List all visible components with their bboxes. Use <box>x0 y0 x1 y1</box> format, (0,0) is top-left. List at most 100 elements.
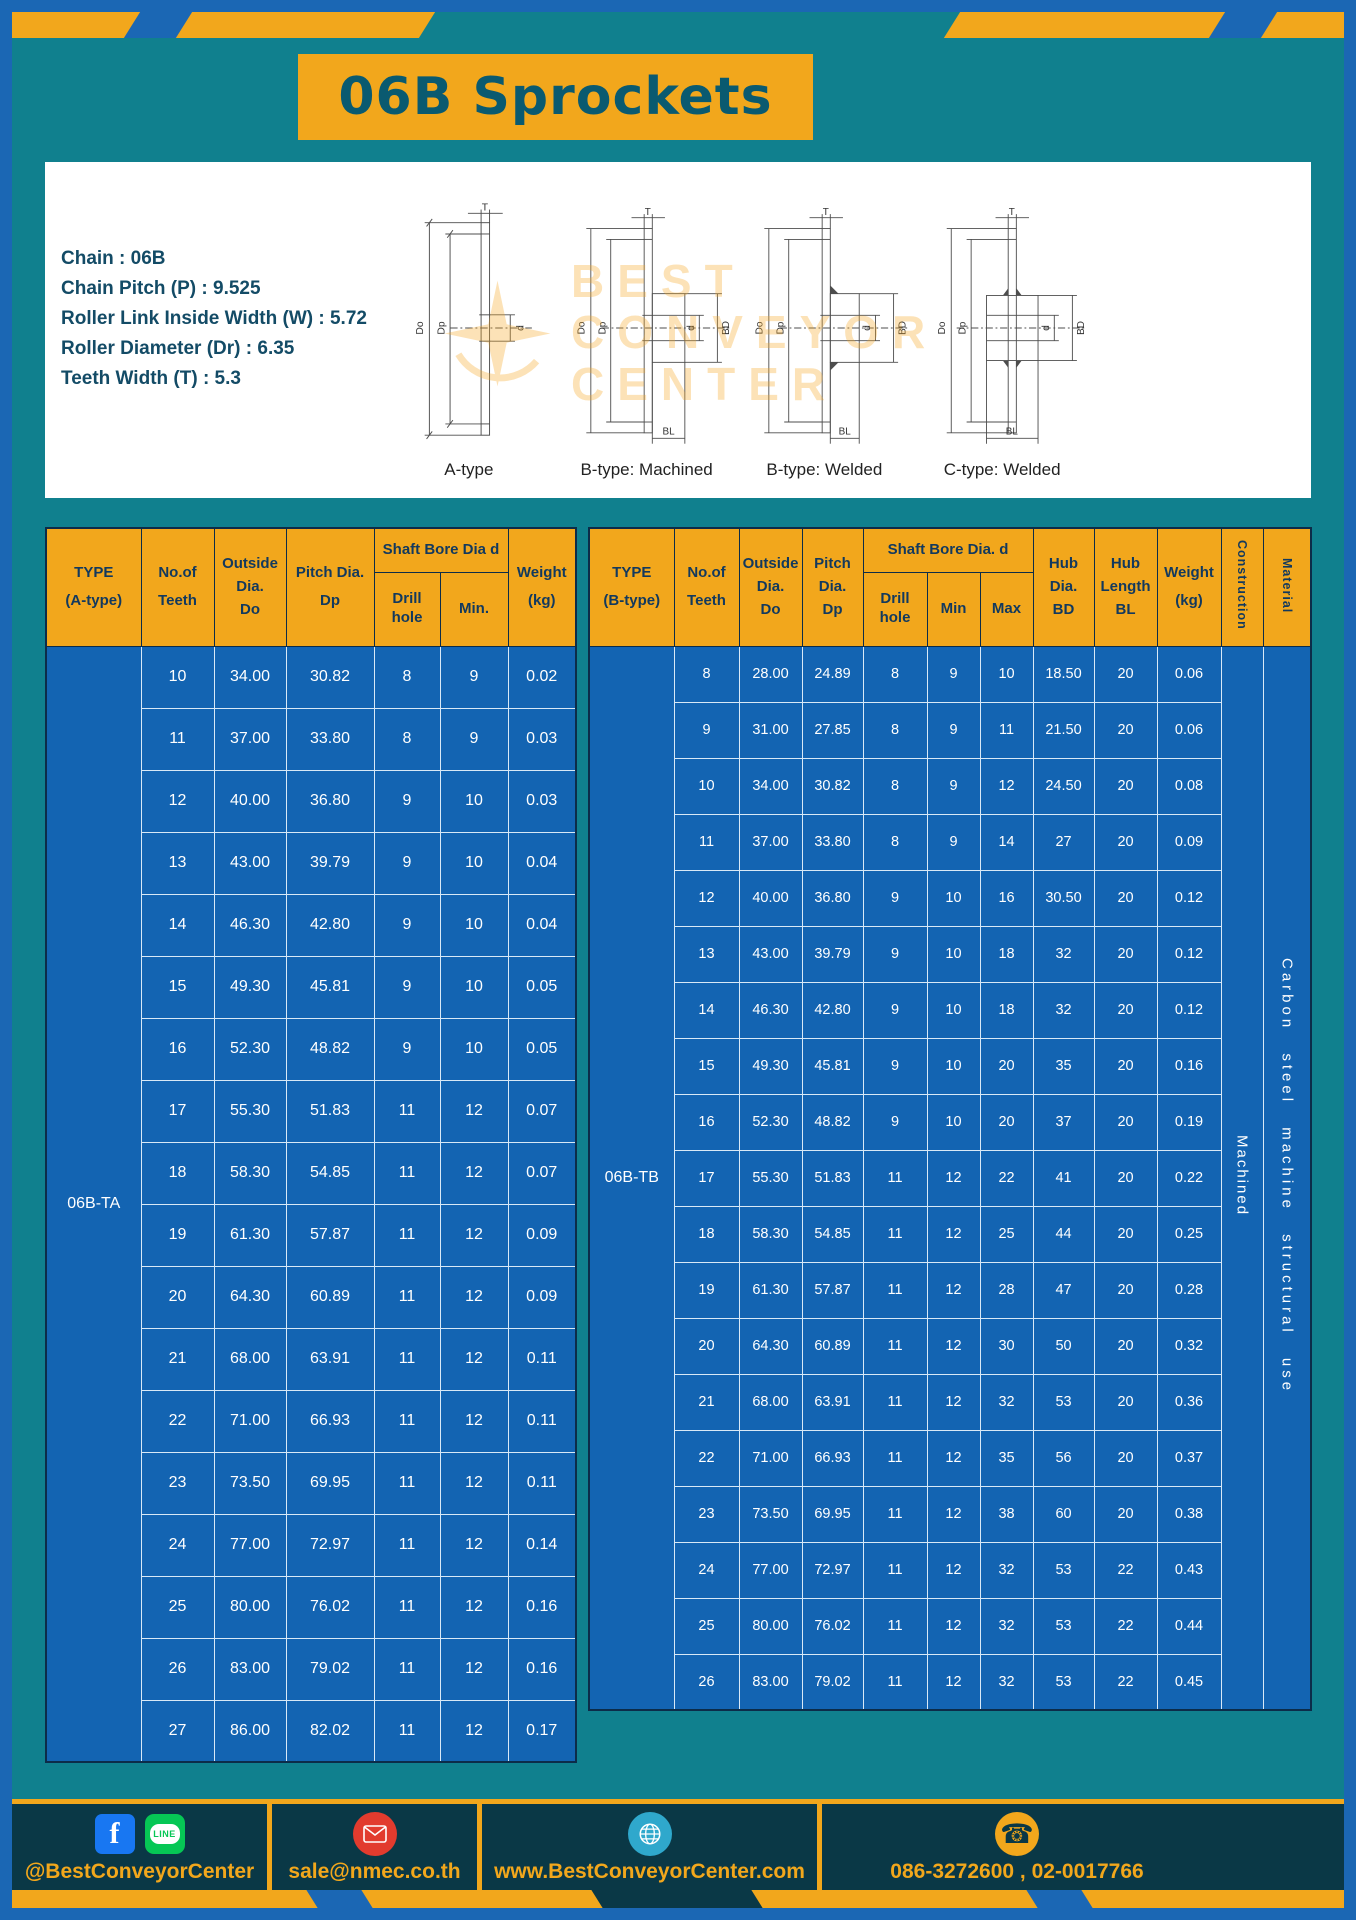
cell-pitch-dia: 69.95 <box>801 1485 864 1543</box>
footer-phone-section: ☎ 086-3272600 , 02-0017766 <box>822 1804 1344 1908</box>
cell-weight: 0.04 <box>507 893 577 957</box>
b-type-table: TYPE (B-type) No.of Teeth Outside Dia. Do Pi… <box>588 527 1313 1711</box>
cell-hub-length: 20 <box>1093 1037 1158 1095</box>
col-header-hub-length: Hub Length BL <box>1093 527 1158 647</box>
cell-teeth: 16 <box>140 1017 215 1081</box>
cell-weight: 0.19 <box>1156 1093 1222 1151</box>
cell-weight: 0.16 <box>507 1637 577 1701</box>
cell-teeth: 14 <box>673 981 740 1039</box>
cell-max: 25 <box>979 1205 1034 1263</box>
cell-teeth: 26 <box>673 1653 740 1711</box>
svg-text:Do: Do <box>576 321 587 334</box>
a-type-table: TYPE (A-type) No.of Teeth Outside Dia. Do Pi… <box>45 527 577 1763</box>
cell-teeth: 22 <box>673 1429 740 1487</box>
table-row: 16 52.30 48.82 9 10 20 37 20 0.19 <box>589 1093 1311 1151</box>
globe-icon <box>627 1812 672 1856</box>
col-header-pitch-dia: Pitch Dia. Dp <box>285 527 375 647</box>
page-title: 06B Sprockets <box>338 67 773 127</box>
cell-drill-hole: 11 <box>373 1265 441 1329</box>
cell-hub-length: 20 <box>1093 1093 1158 1151</box>
cell-hub-length: 22 <box>1093 1653 1158 1711</box>
cell-min: 12 <box>926 1653 981 1711</box>
cell-teeth: 21 <box>140 1327 215 1391</box>
cell-teeth: 18 <box>140 1141 215 1205</box>
cell-weight: 0.04 <box>507 831 577 895</box>
cell-weight: 0.36 <box>1156 1373 1222 1431</box>
footer-divider <box>817 1804 822 1908</box>
cell-outside-dia: 55.30 <box>213 1079 287 1143</box>
table-row: 24 77.00 72.97 11 12 32 53 22 0.43 <box>589 1541 1311 1599</box>
cell-min: 12 <box>926 1317 981 1375</box>
cell-outside-dia: 52.30 <box>213 1017 287 1081</box>
cell-teeth: 13 <box>140 831 215 895</box>
spec-teeth-width: Teeth Width (T) : 5.3 <box>61 368 241 389</box>
cell-max: 10 <box>979 645 1034 703</box>
table-row: 21 68.00 63.91 11 12 32 53 20 0.36 <box>589 1373 1311 1431</box>
cell-outside-dia: 34.00 <box>213 645 287 709</box>
cell-pitch-dia: 57.87 <box>285 1203 375 1267</box>
table-row: 11 37.00 33.80 8 9 14 27 20 0.09 <box>589 813 1311 871</box>
cell-weight: 0.11 <box>507 1389 577 1453</box>
cell-weight: 0.09 <box>507 1203 577 1267</box>
cell-max: 32 <box>979 1597 1034 1655</box>
col-header-weight: Weight (kg) <box>507 527 577 647</box>
diagram-label: B-type: Machined <box>580 460 713 479</box>
cell-pitch-dia: 66.93 <box>285 1389 375 1453</box>
col-header-max: Max <box>979 571 1034 647</box>
cell-drill-hole: 8 <box>373 707 441 771</box>
cell-min: 10 <box>926 1037 981 1095</box>
svg-text:T: T <box>1009 207 1015 218</box>
col-header-drill-hole: Drill hole <box>373 571 441 647</box>
cell-pitch-dia: 36.80 <box>285 769 375 833</box>
table-row: 14 46.30 42.80 9 10 18 32 20 0.12 <box>589 981 1311 1039</box>
spec-chain-pitch: Chain Pitch (P) : 9.525 <box>61 278 261 299</box>
cell-max: 16 <box>979 869 1034 927</box>
cell-hub-dia: 27 <box>1032 813 1095 871</box>
svg-text:d: d <box>1041 325 1052 331</box>
cell-min: 12 <box>439 1699 509 1763</box>
svg-text:BL: BL <box>662 427 675 438</box>
cell-outside-dia: 49.30 <box>213 955 287 1019</box>
cell-drill-hole: 11 <box>862 1373 928 1431</box>
cell-min: 12 <box>439 1203 509 1267</box>
email-icon <box>352 1812 397 1856</box>
table-row: 15 49.30 45.81 9 10 0.05 <box>46 955 577 1019</box>
cell-teeth: 19 <box>673 1261 740 1319</box>
cell-teeth: 20 <box>673 1317 740 1375</box>
cell-pitch-dia: 63.91 <box>285 1327 375 1391</box>
cell-min: 10 <box>439 955 509 1019</box>
cell-min: 10 <box>926 869 981 927</box>
table-row: 25 80.00 76.02 11 12 0.16 <box>46 1575 577 1639</box>
cell-outside-dia: 52.30 <box>738 1093 803 1151</box>
cell-weight: 0.06 <box>1156 645 1222 703</box>
cell-pitch-dia: 57.87 <box>801 1261 864 1319</box>
cell-outside-dia: 58.30 <box>738 1205 803 1263</box>
table-row: 27 86.00 82.02 11 12 0.17 <box>46 1699 577 1763</box>
cell-pitch-dia: 82.02 <box>285 1699 375 1763</box>
cell-hub-length: 20 <box>1093 1261 1158 1319</box>
cell-max: 30 <box>979 1317 1034 1375</box>
cell-min: 12 <box>439 1637 509 1701</box>
svg-text:T: T <box>644 207 650 218</box>
cell-max: 20 <box>979 1093 1034 1151</box>
construction-value-cell: Machined <box>1220 645 1264 1711</box>
cell-outside-dia: 46.30 <box>738 981 803 1039</box>
col-header-outside-dia: Outside Dia. Do <box>738 527 803 647</box>
cell-outside-dia: 43.00 <box>213 831 287 895</box>
cell-max: 14 <box>979 813 1034 871</box>
cell-pitch-dia: 48.82 <box>801 1093 864 1151</box>
table-row: 17 55.30 51.83 11 12 0.07 <box>46 1079 577 1143</box>
cell-min: 10 <box>439 831 509 895</box>
cell-hub-dia: 18.50 <box>1032 645 1095 703</box>
cell-min: 10 <box>439 1017 509 1081</box>
cell-pitch-dia: 60.89 <box>801 1317 864 1375</box>
stripe-yellow <box>12 12 436 38</box>
cell-teeth: 12 <box>140 769 215 833</box>
table-row: 10 34.00 30.82 8 9 12 24.50 20 0.08 <box>589 757 1311 815</box>
col-header-drill-hole: Drill hole <box>862 571 928 647</box>
cell-outside-dia: 77.00 <box>213 1513 287 1577</box>
cell-hub-length: 20 <box>1093 925 1158 983</box>
table-row: 23 73.50 69.95 11 12 38 60 20 0.38 <box>589 1485 1311 1543</box>
cell-weight: 0.32 <box>1156 1317 1222 1375</box>
cell-drill-hole: 11 <box>373 1575 441 1639</box>
